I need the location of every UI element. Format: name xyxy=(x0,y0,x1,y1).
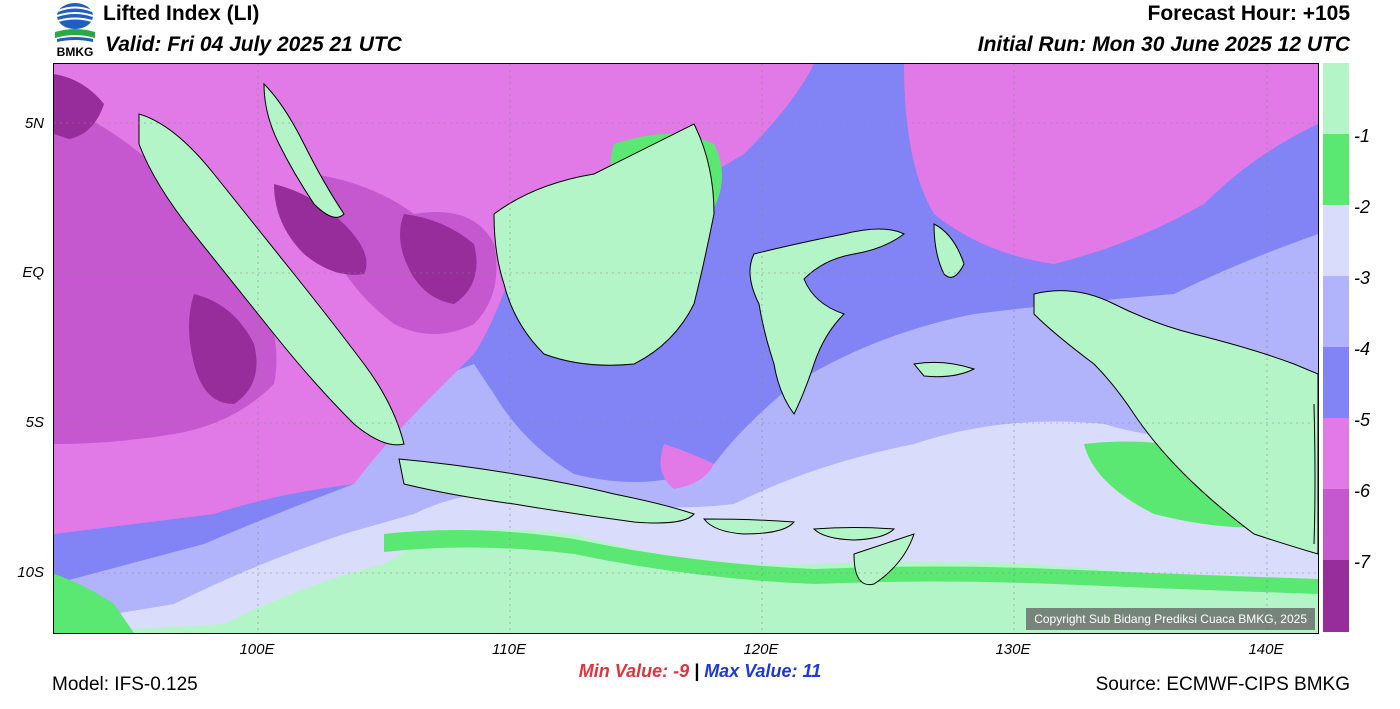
svg-text:BMKG: BMKG xyxy=(57,45,94,58)
lon-label-110e: 110E xyxy=(492,641,526,658)
legend-swatch xyxy=(1323,63,1349,134)
lon-label-140e: 140E xyxy=(1248,641,1284,658)
legend-label: -3 xyxy=(1354,268,1371,288)
min-max-values: Min Value: -9 | Max Value: 11 xyxy=(0,661,1400,682)
lon-label-100e: 100E xyxy=(239,641,275,658)
legend-label: -2 xyxy=(1354,197,1371,217)
lat-label-5n: 5N xyxy=(24,115,44,132)
min-value: Min Value: -9 xyxy=(578,661,690,681)
legend-label: -7 xyxy=(1354,552,1371,572)
legend-swatch xyxy=(1323,134,1349,205)
lat-label-10s: 10S xyxy=(17,564,44,581)
lat-label-5s: 5S xyxy=(25,414,44,431)
forecast-hour: Forecast Hour: +105 xyxy=(1147,2,1351,25)
legend-swatch xyxy=(1323,347,1349,418)
value-separator: | xyxy=(694,661,700,681)
color-legend xyxy=(1323,63,1349,632)
legend-swatch xyxy=(1323,560,1349,632)
legend-swatch xyxy=(1323,418,1349,489)
legend-label: -1 xyxy=(1354,126,1371,146)
source-label: Source: ECMWF-CIPS BMKG xyxy=(1095,674,1350,695)
max-value: Max Value: 11 xyxy=(704,661,822,681)
bmkg-logo: BMKG xyxy=(52,2,98,59)
lifted-index-map xyxy=(53,63,1319,634)
valid-time: Valid: Fri 04 July 2025 21 UTC xyxy=(105,33,402,56)
lat-label-eq: EQ xyxy=(22,264,44,281)
copyright-notice: Copyright Sub Bidang Prediksi Cuaca BMKG… xyxy=(1026,608,1315,630)
legend-swatch xyxy=(1323,205,1349,276)
lon-label-120e: 120E xyxy=(743,641,779,658)
legend-label: -4 xyxy=(1354,339,1371,359)
lon-label-130e: 130E xyxy=(995,641,1031,658)
legend-swatch xyxy=(1323,489,1349,560)
model-label: Model: IFS-0.125 xyxy=(52,674,198,695)
chart-title: Lifted Index (LI) xyxy=(103,2,260,25)
legend-label: -6 xyxy=(1354,481,1371,501)
legend-label: -5 xyxy=(1354,410,1371,430)
initial-run: Initial Run: Mon 30 June 2025 12 UTC xyxy=(977,33,1350,56)
legend-swatch xyxy=(1323,276,1349,347)
